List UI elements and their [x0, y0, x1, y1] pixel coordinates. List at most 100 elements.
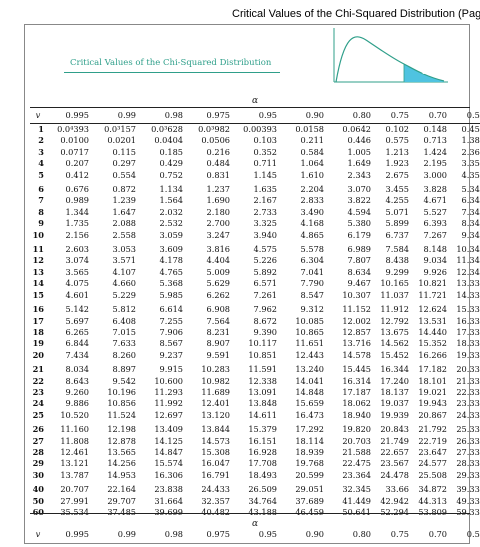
- critical-value-cell: 19.768: [295, 458, 324, 469]
- critical-value-cell: 1.239: [112, 195, 136, 206]
- critical-value-cell: 2.180: [206, 206, 230, 217]
- df-cell: 10: [32, 229, 44, 240]
- critical-value-cell: 15.659: [295, 398, 324, 409]
- critical-value-cell: 10.851: [248, 349, 277, 360]
- critical-value-cell: 24.337: [456, 409, 480, 420]
- critical-value-cell: 10.982: [201, 375, 230, 386]
- critical-value-cell: 18.493: [248, 469, 277, 480]
- critical-value-cell: 14.611: [248, 409, 277, 420]
- critical-value-cell: 14.573: [201, 435, 230, 446]
- critical-value-cell: 9.915: [159, 364, 183, 375]
- footer-alpha-header: 0.70: [428, 529, 447, 539]
- critical-value-cell: 8.547: [300, 289, 324, 300]
- critical-value-cell: 16.151: [248, 435, 277, 446]
- df-cell: 12: [32, 255, 44, 266]
- footer-df-header: v: [35, 529, 41, 539]
- critical-value-cell: 0.00393: [243, 124, 277, 134]
- table-row: 24 9.886 10.856 11.992 12.401 13.848 15.659 18.…: [30, 398, 480, 409]
- df-cell: 29: [32, 458, 44, 469]
- critical-value-cell: 3.000: [423, 169, 447, 180]
- critical-value-cell: 10.196: [107, 386, 136, 397]
- critical-value-cell: 14.041: [295, 375, 324, 386]
- critical-value-cell: 16.473: [295, 409, 324, 420]
- critical-value-cell: 6.908: [206, 304, 230, 315]
- critical-value-cell: 0.148: [423, 124, 447, 134]
- table-header-row: v 0.995 0.99 0.98 0.975 0.95 0.90 0.80 0.75 0.70 0…: [30, 107, 480, 124]
- table-row: 8 1.344 1.647 2.032 2.180 2.733 3.490 4.594 5.07…: [30, 207, 480, 218]
- critical-value-cell: 11.591: [248, 364, 277, 375]
- critical-value-cell: 15.379: [248, 424, 277, 435]
- critical-value-cell: 19.021: [418, 386, 447, 397]
- critical-value-cell: 0.102: [385, 124, 409, 134]
- critical-value-cell: 0.0201: [107, 135, 136, 146]
- critical-value-cell: 0.297: [112, 158, 136, 169]
- critical-value-cell: 1.564: [159, 195, 183, 206]
- critical-value-cell: 6.262: [206, 289, 230, 300]
- critical-value-cell: 11.037: [380, 289, 409, 300]
- table-row: 23 9.260 10.196 11.293 11.689 13.091 14.848 17.…: [30, 387, 480, 398]
- critical-value-cell: 9.237: [159, 349, 183, 360]
- table-row: 5 0.412 0.554 0.752 0.831 1.145 1.610 2.343 2.67…: [30, 170, 480, 181]
- critical-value-cell: 12.857: [342, 326, 371, 337]
- critical-value-cell: 17.187: [342, 386, 371, 397]
- table-row: 10 2.156 2.558 3.059 3.247 3.940 4.865 6.179 6.7…: [30, 230, 480, 241]
- column-alpha-header: 0.975: [187, 107, 234, 124]
- df-cell: 21: [32, 364, 44, 375]
- critical-value-cell: 7.261: [253, 289, 277, 300]
- critical-value-cell: 1.145: [253, 169, 277, 180]
- df-cell: 9: [38, 218, 44, 229]
- critical-value-cell: 0.0³982: [198, 124, 230, 134]
- critical-value-cell: 9.312: [300, 304, 324, 315]
- critical-value-cell: 39.335: [456, 484, 480, 495]
- footer-alpha-header: 0.98: [164, 529, 183, 539]
- critical-value-cell: 17.182: [418, 364, 447, 375]
- critical-value-cell: 9.467: [347, 278, 371, 289]
- critical-value-cell: 11.524: [107, 409, 136, 420]
- critical-value-cell: 21.588: [342, 446, 371, 457]
- critical-value-cell: 5.812: [112, 304, 136, 315]
- critical-value-cell: 13.675: [380, 326, 409, 337]
- table-row: 28 12.461 13.565 14.847 15.308 16.928 18.939 21…: [30, 447, 480, 458]
- critical-value-cell: 3.247: [206, 229, 230, 240]
- critical-value-cell: 4.255: [385, 195, 409, 206]
- critical-value-cell: 0.575: [385, 135, 409, 146]
- critical-value-cell: 18.939: [295, 446, 324, 457]
- critical-value-cell: 12.198: [107, 424, 136, 435]
- critical-value-cell: 0.185: [159, 146, 183, 157]
- critical-value-cell: 14.440: [418, 326, 447, 337]
- table-row: 25 10.520 11.524 12.697 13.120 14.611 16.473 18…: [30, 410, 480, 421]
- critical-value-cell: 22.475: [342, 458, 371, 469]
- critical-value-cell: 3.816: [206, 244, 230, 255]
- df-cell: 5: [38, 169, 44, 180]
- critical-value-cell: 8.260: [112, 349, 136, 360]
- critical-value-cell: 13.844: [201, 424, 230, 435]
- table-footer-row: v 0.995 0.99 0.98 0.975 0.95 0.90 0.80 0.75 0.70 0…: [30, 527, 480, 541]
- table-row: 4 0.207 0.297 0.429 0.484 0.711 1.064 1.649 1.92…: [30, 158, 480, 169]
- critical-value-cell: 14.339: [456, 289, 480, 300]
- critical-value-cell: 7.041: [300, 266, 324, 277]
- critical-value-cell: 6.393: [423, 218, 447, 229]
- column-alpha-header: 0.80: [328, 107, 375, 124]
- critical-value-cell: 12.338: [248, 375, 277, 386]
- critical-value-cell: 24.478: [380, 469, 409, 480]
- table-row: 2 0.0100 0.0201 0.0404 0.0506 0.103 0.211 0.446…: [30, 135, 480, 146]
- critical-value-cell: 2.156: [65, 229, 89, 240]
- critical-value-cell: 1.610: [300, 169, 324, 180]
- heading-underline: [64, 72, 280, 73]
- critical-value-cell: 1.386: [461, 135, 480, 146]
- critical-value-cell: 5.380: [347, 218, 371, 229]
- critical-value-cell: 0.554: [112, 169, 136, 180]
- critical-value-cell: 16.314: [342, 375, 371, 386]
- critical-value-cell: 33.66: [385, 484, 409, 495]
- critical-value-cell: 13.339: [456, 278, 480, 289]
- critical-value-cell: 2.733: [253, 206, 277, 217]
- critical-value-cell: 21.337: [456, 375, 480, 386]
- critical-value-cell: 0.0³628: [151, 124, 183, 134]
- critical-value-cell: 10.165: [380, 278, 409, 289]
- critical-value-cell: 9.591: [206, 349, 230, 360]
- df-cell: 7: [38, 195, 44, 206]
- critical-value-cell: 12.443: [295, 349, 324, 360]
- critical-value-cell: 2.204: [300, 184, 324, 195]
- critical-value-cell: 5.229: [112, 289, 136, 300]
- footer-alpha-header: 0.975: [206, 529, 230, 539]
